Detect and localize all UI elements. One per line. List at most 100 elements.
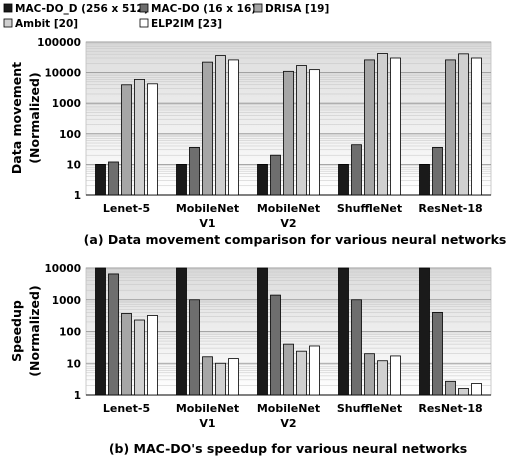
bar-elp2im-23-lenet-5 [147,315,158,396]
bar-mac-do-d-256-x-512-resnet-18 [419,267,430,396]
bar-ambit-20-mobilenet-v1 [215,362,226,396]
y-ticks-a: 1 10 100 1000 10000 100000 [37,37,81,202]
y-axis-label-b: Speedup [9,300,24,362]
x-category-label: Lenet-5 [103,202,150,215]
y-axis-label-b-line2: (Normalized) [27,285,42,376]
bar-mac-do-16-x-16-mobilenet-v1 [189,146,200,196]
bar-elp2im-23-resnet-18 [471,57,482,196]
x-category-label: ResNet-18 [418,402,482,415]
y-tick-label: 10000 [44,68,81,80]
bar-drisa-19-mobilenet-v1 [202,356,213,396]
legend-item-mac-do-d: MAC-DO_D (256 x 512) [3,3,149,15]
bar-elp2im-23-lenet-5 [147,83,158,196]
x-category-label: MobileNet [176,402,239,415]
bar-elp2im-23-shufflenet [390,355,401,396]
bar-mac-do-16-x-16-lenet-5 [108,161,119,196]
bar-mac-do-d-256-x-512-lenet-5 [95,267,106,396]
y-tick-label: 100 [59,327,81,339]
bar-ambit-20-mobilenet-v1 [215,55,226,196]
bar-mac-do-16-x-16-lenet-5 [108,273,119,396]
legend-swatch-mac-do-d [3,3,13,13]
bar-drisa-19-lenet-5 [121,313,132,396]
x-category-label: Lenet-5 [103,402,150,415]
x-category-label: V2 [280,217,296,230]
legend-label-elp2im: ELP2IM [23] [151,18,222,30]
x-category-label: V1 [199,217,215,230]
legend-swatch-drisa [253,3,263,13]
bar-elp2im-23-shufflenet [390,57,401,196]
legend-item-drisa: DRISA [19] [253,3,329,15]
x-category-label: V1 [199,417,215,430]
bar-drisa-19-lenet-5 [121,84,132,196]
legend-swatch-ambit [3,18,13,28]
bars-b [95,267,482,396]
y-tick-label: 1000 [52,295,81,307]
bar-mac-do-d-256-x-512-resnet-18 [419,163,430,196]
bar-drisa-19-shufflenet [364,59,375,196]
bar-elp2im-23-mobilenet-v1 [228,59,239,196]
bar-ambit-20-lenet-5 [134,78,145,196]
bar-mac-do-16-x-16-shufflenet [351,144,362,196]
legend-item-ambit: Ambit [20] [3,18,78,30]
bar-drisa-19-resnet-18 [445,380,456,396]
bar-ambit-20-shufflenet [377,53,388,196]
bar-elp2im-23-mobilenet-v2 [309,345,320,396]
categories-b: Lenet-5 MobileNet V1 MobileNet V2 ShuffleNet R… [103,402,483,430]
x-category-label: ShuffleNet [337,402,402,415]
bar-drisa-19-shufflenet [364,353,375,396]
y-axis-label-a: Data movement [9,62,24,174]
bar-drisa-19-mobilenet-v2 [283,343,294,396]
x-category-label: MobileNet [257,402,320,415]
legend: MAC-DO_D (256 x 512) MAC-DO (16 x 16) DR… [3,3,329,30]
legend-item-mac-do: MAC-DO (16 x 16) [139,3,256,15]
x-category-label: ShuffleNet [337,202,402,215]
bar-mac-do-16-x-16-resnet-18 [432,311,443,396]
y-tick-label: 10 [66,358,81,370]
x-category-label: V2 [280,417,296,430]
bar-elp2im-23-resnet-18 [471,383,482,396]
legend-label-mac-do: MAC-DO (16 x 16) [151,3,256,15]
y-tick-label: 100000 [37,37,81,49]
bar-ambit-20-lenet-5 [134,319,145,396]
bar-mac-do-16-x-16-mobilenet-v1 [189,299,200,396]
bar-ambit-20-mobilenet-v2 [296,350,307,396]
chart-speedup: 1 10 100 1000 10000 Lenet-5 MobileNet V1 Mobile… [9,263,492,456]
bar-mac-do-d-256-x-512-mobilenet-v2 [257,267,268,396]
bar-elp2im-23-mobilenet-v2 [309,69,320,196]
legend-label-mac-do-d: MAC-DO_D (256 x 512) [15,3,149,15]
bar-drisa-19-mobilenet-v1 [202,61,213,196]
bars-a [95,53,482,196]
x-category-label: ResNet-18 [418,202,482,215]
x-category-label: MobileNet [176,202,239,215]
bar-ambit-20-mobilenet-v2 [296,65,307,196]
y-ticks-b: 1 10 100 1000 10000 [44,263,81,402]
bar-mac-do-d-256-x-512-mobilenet-v1 [176,267,187,396]
legend-item-elp2im: ELP2IM [23] [139,18,222,30]
y-tick-label: 1 [74,190,81,202]
legend-swatch-mac-do [139,3,149,13]
categories-a: Lenet-5 MobileNet V1 MobileNet V2 ShuffleNet R… [103,202,483,230]
caption-b: (b) MAC-DO's speedup for various neural … [109,441,467,456]
bar-mac-do-16-x-16-shufflenet [351,299,362,396]
bar-ambit-20-resnet-18 [458,388,469,396]
bar-mac-do-d-256-x-512-lenet-5 [95,163,106,196]
bar-mac-do-16-x-16-mobilenet-v2 [270,294,281,396]
y-axis-label-a-line2: (Normalized) [27,72,42,163]
legend-swatch-elp2im [139,18,149,28]
bar-ambit-20-resnet-18 [458,53,469,196]
y-tick-label: 10 [66,159,81,171]
y-tick-label: 1000 [52,98,81,110]
bar-mac-do-16-x-16-mobilenet-v2 [270,154,281,196]
caption-a: (a) Data movement comparison for various… [84,232,507,247]
bar-elp2im-23-mobilenet-v1 [228,358,239,396]
bar-drisa-19-resnet-18 [445,59,456,196]
bar-mac-do-d-256-x-512-shufflenet [338,163,349,196]
x-category-label: MobileNet [257,202,320,215]
y-tick-label: 1 [74,390,81,402]
y-tick-label: 10000 [44,263,81,275]
bar-mac-do-16-x-16-resnet-18 [432,146,443,196]
bar-mac-do-d-256-x-512-mobilenet-v1 [176,163,187,196]
chart-data-movement: 1 10 100 1000 10000 100000 Lenet-5 MobileNet V1… [9,37,506,247]
y-tick-label: 100 [59,129,81,141]
